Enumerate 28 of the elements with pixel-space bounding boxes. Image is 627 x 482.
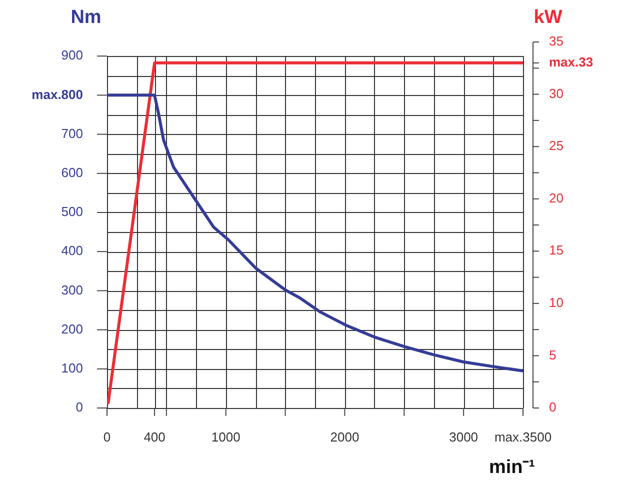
y2-tick-label: 30 (549, 86, 564, 101)
y-tick-label: 400 (61, 243, 83, 258)
y-tick-label: 700 (61, 126, 83, 141)
y-tick-label: 100 (61, 360, 83, 376)
y2-axis-title: kW (534, 7, 562, 28)
x-tick-label: 3000 (449, 429, 478, 444)
y2-tick-label: 5 (549, 347, 556, 362)
y2-tick-label: 10 (549, 295, 564, 310)
x-tick-label: 1000 (211, 429, 240, 444)
y-tick-label: max.800 (32, 86, 83, 102)
y-tick-label: 300 (61, 282, 83, 298)
x-axis-title: min⁻¹ (488, 457, 536, 478)
y2-tick-label: 0 (549, 400, 556, 415)
y-tick-label: 0 (76, 400, 83, 415)
y-tick-label: 200 (61, 321, 83, 336)
y2-tick-label: 25 (549, 138, 564, 154)
x-tick-label: max.3500 (494, 429, 552, 444)
x-tick-label: 400 (144, 429, 166, 444)
y-tick-label: 900 (61, 48, 83, 63)
y-tick-label: 600 (61, 164, 83, 180)
y-axis-title: Nm (70, 7, 102, 28)
y2-tick-label: 35 (549, 34, 564, 49)
y2-tick-label: 20 (549, 190, 564, 206)
x-tick-label: 0 (103, 429, 111, 444)
y2-tick-label: max.33 (549, 54, 594, 70)
y-tick-label: 500 (61, 204, 83, 220)
x-tick-label: 2000 (330, 429, 360, 444)
y2-tick-label: 15 (549, 242, 564, 258)
